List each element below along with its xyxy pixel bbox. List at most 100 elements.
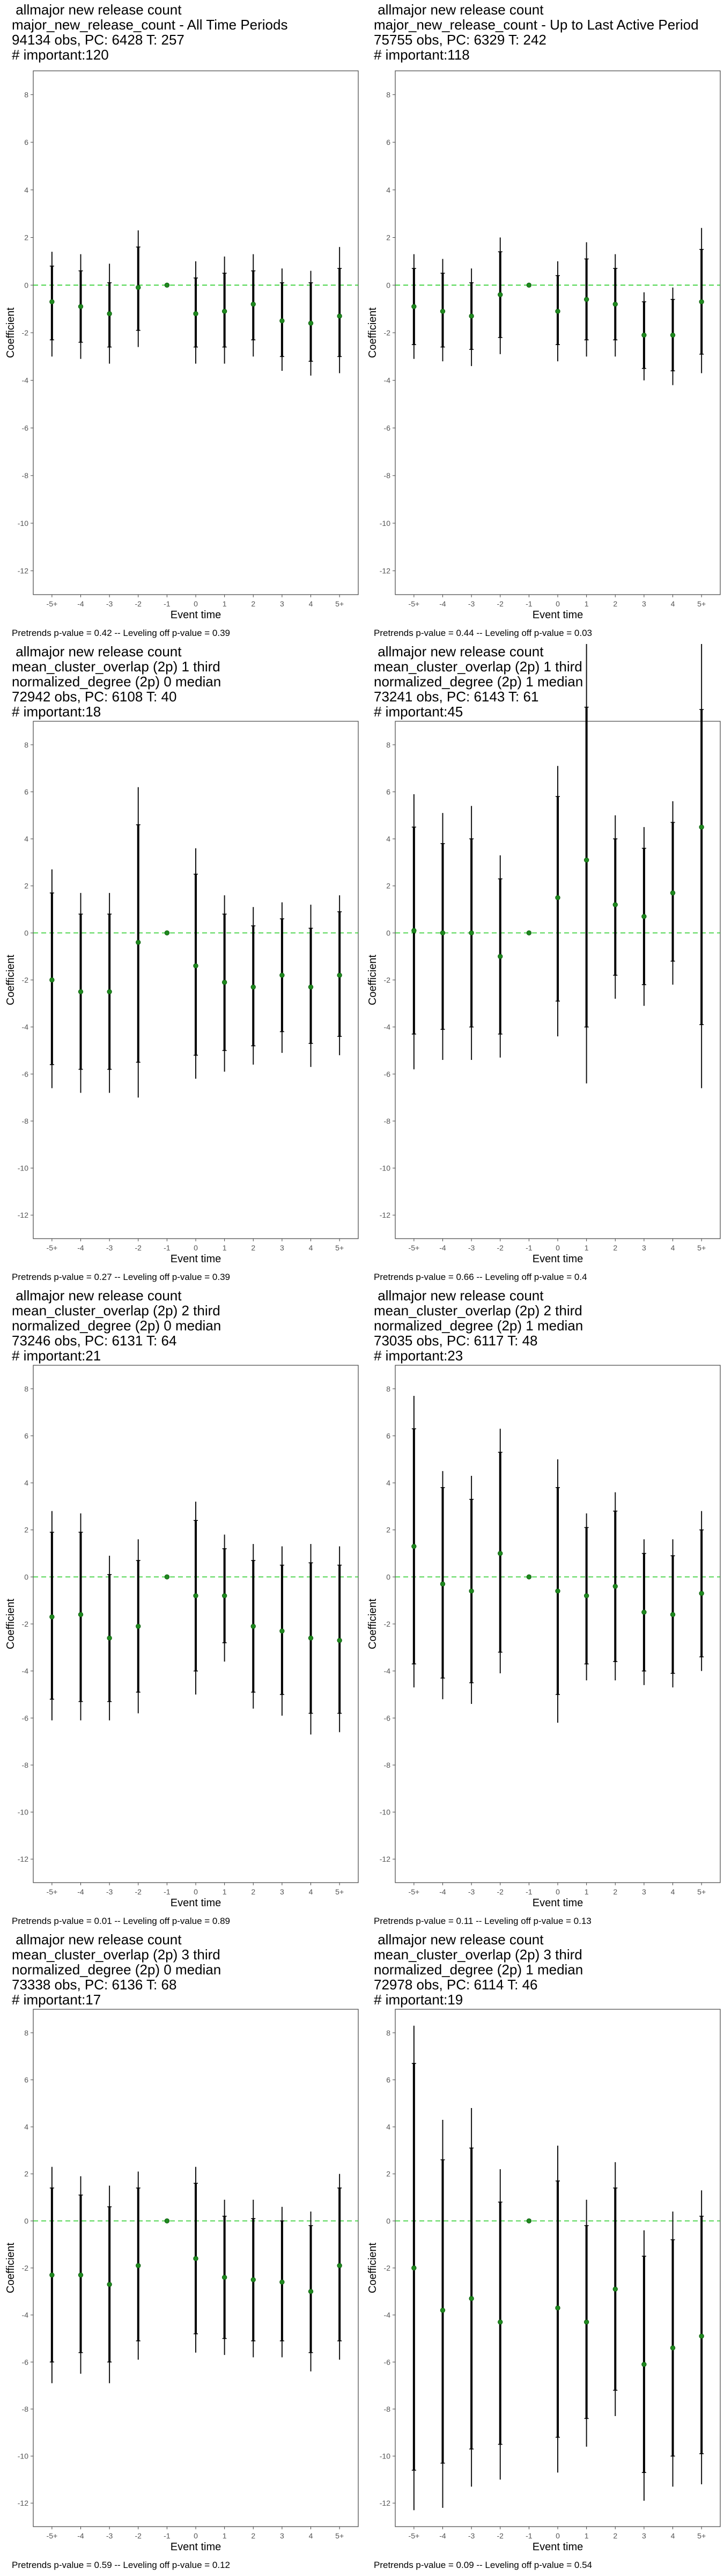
title-line: # important:120 bbox=[12, 47, 109, 63]
point-estimate bbox=[641, 1609, 647, 1615]
y-axis-label: Coefficient bbox=[5, 1598, 17, 1649]
x-tick-label: 5+ bbox=[697, 1243, 706, 1252]
y-tick-label: 2 bbox=[386, 882, 390, 890]
x-tick-label: -1 bbox=[164, 1887, 171, 1896]
x-tick-label: 0 bbox=[556, 2531, 560, 2540]
point-estimate bbox=[641, 332, 647, 338]
point-estimate bbox=[221, 979, 227, 985]
y-tick-label: 2 bbox=[24, 882, 28, 890]
x-tick-label: 5+ bbox=[335, 1243, 344, 1252]
x-tick-label: -2 bbox=[135, 599, 142, 608]
x-tick-label: 4 bbox=[671, 1887, 675, 1896]
y-tick-label: -10 bbox=[380, 519, 390, 528]
title-line: normalized_degree (2p) 0 median bbox=[12, 1318, 221, 1334]
title-line: 72942 obs, PC: 6108 T: 40 bbox=[12, 689, 177, 705]
chart-title: allmajor new release count mean_cluster_o… bbox=[12, 644, 221, 719]
y-tick-label: -6 bbox=[22, 423, 29, 432]
x-tick-label: 1 bbox=[223, 599, 227, 608]
x-tick-label: -3 bbox=[106, 1243, 113, 1252]
x-axis-label: Event time bbox=[171, 1253, 221, 1265]
y-tick-label: -4 bbox=[22, 2311, 29, 2319]
pvalue-footnote: Pretrends p-value = 0.42 -- Leveling off… bbox=[12, 628, 230, 638]
point-estimate bbox=[221, 1593, 227, 1599]
y-tick-label: -8 bbox=[384, 2405, 391, 2413]
title-line: major_new_release_count - Up to Last Act… bbox=[374, 17, 699, 33]
point-estimate bbox=[250, 984, 256, 990]
x-tick-label: -3 bbox=[468, 599, 475, 608]
title-line: 73246 obs, PC: 6131 T: 64 bbox=[12, 1333, 177, 1349]
point-estimate bbox=[250, 1623, 256, 1629]
y-tick-label: -8 bbox=[22, 1761, 29, 1769]
y-tick-label: -4 bbox=[22, 376, 29, 385]
y-tick-label: -2 bbox=[384, 976, 391, 984]
y-tick-label: 6 bbox=[386, 787, 390, 796]
x-tick-label: -5+ bbox=[47, 2531, 58, 2540]
x-axis-label: Event time bbox=[171, 1897, 221, 1909]
y-tick-label: 0 bbox=[24, 2216, 28, 2225]
x-axis-label: Event time bbox=[533, 609, 583, 621]
x-tick-label: 2 bbox=[613, 2531, 617, 2540]
title-line: mean_cluster_overlap (2p) 2 third bbox=[374, 1302, 582, 1319]
point-estimate bbox=[440, 2308, 446, 2313]
y-axis-label: Coefficient bbox=[5, 954, 17, 1005]
chart-panel-1: allmajor new release count major_new_rele… bbox=[0, 0, 362, 644]
chart-panel-2: allmajor new release count major_new_rele… bbox=[362, 0, 724, 644]
pvalue-footnote: Pretrends p-value = 0.66 -- Leveling off… bbox=[374, 1272, 587, 1282]
y-tick-label: 6 bbox=[24, 138, 28, 147]
y-tick-label: 8 bbox=[386, 90, 390, 99]
y-tick-label: -4 bbox=[22, 1667, 29, 1675]
point-estimate bbox=[107, 1635, 112, 1641]
point-estimate bbox=[612, 1584, 618, 1589]
point-estimate bbox=[136, 1623, 141, 1629]
x-tick-label: 0 bbox=[194, 1243, 198, 1252]
point-estimate bbox=[337, 1637, 342, 1643]
point-estimate bbox=[612, 902, 618, 908]
title-line: # important:45 bbox=[374, 704, 463, 720]
x-tick-label: 2 bbox=[251, 1887, 255, 1896]
title-line: major_new_release_count - All Time Perio… bbox=[12, 17, 288, 33]
x-tick-label: 2 bbox=[251, 2531, 255, 2540]
y-tick-label: 2 bbox=[24, 233, 28, 242]
chart-panel-8: allmajor new release count mean_cluster_o… bbox=[362, 1932, 724, 2576]
x-tick-label: -3 bbox=[106, 1887, 113, 1896]
title-line: 73338 obs, PC: 6136 T: 68 bbox=[12, 1977, 177, 1993]
y-tick-label: -12 bbox=[380, 567, 390, 575]
y-tick-label: 4 bbox=[24, 186, 28, 194]
point-estimate bbox=[440, 309, 446, 314]
x-tick-label: 3 bbox=[642, 2531, 646, 2540]
title-line: 73241 obs, PC: 6143 T: 61 bbox=[374, 689, 539, 705]
x-tick-label: 2 bbox=[251, 599, 255, 608]
title-line: mean_cluster_overlap (2p) 3 third bbox=[374, 1946, 582, 1963]
x-tick-label: 0 bbox=[556, 1887, 560, 1896]
x-tick-label: 5+ bbox=[697, 599, 706, 608]
point-estimate bbox=[337, 2263, 342, 2268]
x-axis-label: Event time bbox=[533, 1897, 583, 1909]
y-tick-label: -12 bbox=[18, 2499, 28, 2507]
y-tick-label: -2 bbox=[22, 328, 29, 337]
point-estimate bbox=[136, 940, 141, 945]
title-line: normalized_degree (2p) 1 median bbox=[374, 1962, 583, 1978]
x-tick-label: -5+ bbox=[409, 1243, 420, 1252]
x-tick-label: -1 bbox=[164, 1243, 171, 1252]
x-tick-label: -1 bbox=[164, 2531, 171, 2540]
title-line: mean_cluster_overlap (2p) 3 third bbox=[12, 1946, 220, 1963]
y-tick-label: -10 bbox=[380, 1164, 390, 1173]
y-axis-label: Coefficient bbox=[367, 954, 379, 1005]
x-tick-label: -3 bbox=[468, 2531, 475, 2540]
y-tick-label: -10 bbox=[18, 1808, 28, 1817]
point-estimate bbox=[583, 297, 589, 302]
y-tick-label: 6 bbox=[24, 2075, 28, 2084]
title-line: 75755 obs, PC: 6329 T: 242 bbox=[374, 32, 546, 48]
y-tick-label: -10 bbox=[18, 519, 28, 528]
title-line: # important:18 bbox=[12, 704, 101, 720]
y-axis-label: Coefficient bbox=[367, 1598, 379, 1649]
x-tick-label: -1 bbox=[526, 1887, 533, 1896]
point-estimate bbox=[699, 824, 704, 830]
x-tick-label: -3 bbox=[106, 599, 113, 608]
point-estimate bbox=[469, 313, 474, 319]
x-tick-label: -1 bbox=[164, 599, 171, 608]
y-tick-label: -8 bbox=[384, 1117, 391, 1125]
point-estimate bbox=[78, 304, 84, 309]
